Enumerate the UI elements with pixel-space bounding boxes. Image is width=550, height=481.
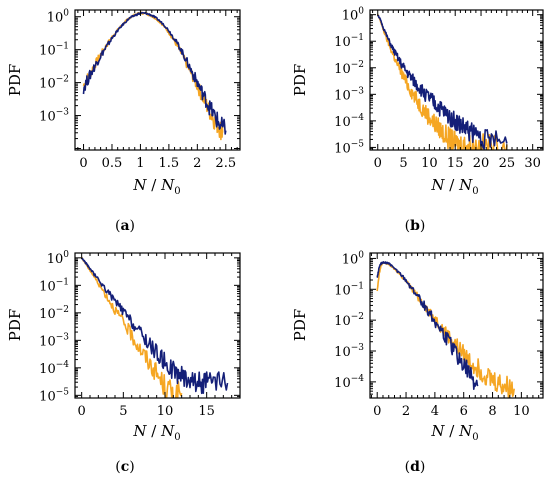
panel-caption: (b) xyxy=(405,218,426,234)
x-tick-label: 20 xyxy=(473,156,490,171)
x-axis-label: N / N0 xyxy=(132,422,180,443)
y-tick-label: 10−2 xyxy=(334,312,364,329)
x-tick-label: 15 xyxy=(198,404,215,419)
y-tick-label: 10−3 xyxy=(39,108,69,125)
series-line-c-1 xyxy=(80,256,183,398)
y-axis-label: PDF xyxy=(6,309,24,342)
x-tick-label: 25 xyxy=(499,156,516,171)
y-tick-label: 10−4 xyxy=(39,360,69,377)
y-tick-label: 10−4 xyxy=(334,374,364,391)
x-tick-label: 8 xyxy=(488,404,496,419)
plot-frame xyxy=(369,9,544,151)
x-tick-label: 0.5 xyxy=(102,156,123,171)
x-tick-label: 10 xyxy=(421,156,438,171)
series-line-c-2 xyxy=(80,257,229,395)
x-tick-label: 0 xyxy=(373,404,381,419)
panel-caption: (a) xyxy=(115,218,135,234)
series-line-b-1 xyxy=(376,14,508,150)
y-tick-label: 10−5 xyxy=(39,387,69,404)
plot-frame xyxy=(74,9,241,151)
x-tick-label: 0 xyxy=(374,156,382,171)
y-tick-label: 10−3 xyxy=(39,332,69,349)
y-axis-label: PDF xyxy=(6,64,24,97)
series-line-a-1 xyxy=(82,11,224,141)
x-tick-label: 1.5 xyxy=(159,156,180,171)
x-tick-label: 30 xyxy=(524,156,541,171)
panel-caption: (d) xyxy=(405,459,426,475)
y-tick-label: 10−2 xyxy=(39,305,69,322)
x-tick-label: 4 xyxy=(431,404,439,419)
x-axis-label: N / N0 xyxy=(430,422,478,443)
y-tick-label: 10−1 xyxy=(39,277,69,294)
y-tick-label: 10−5 xyxy=(334,139,364,156)
y-axis-label: PDF xyxy=(291,309,309,342)
y-tick-label: 10−3 xyxy=(334,86,364,103)
panel-caption: (c) xyxy=(115,459,134,475)
y-tick-label: 10−1 xyxy=(334,281,364,298)
plot-frame xyxy=(74,252,241,399)
y-tick-label: 10−2 xyxy=(39,75,69,92)
y-tick-label: 100 xyxy=(342,7,365,24)
series-line-b-2 xyxy=(377,14,508,150)
x-tick-label: 0 xyxy=(78,404,86,419)
x-tick-label: 2 xyxy=(402,404,410,419)
series-line-d-2 xyxy=(376,260,479,391)
x-tick-label: 1 xyxy=(136,156,144,171)
x-tick-label: 6 xyxy=(460,404,468,419)
x-tick-label: 5 xyxy=(399,156,407,171)
y-tick-label: 100 xyxy=(342,250,365,267)
panel-c: 0 5 10 15 10−5 10−4 10−3 10−2 10−1 100 N / N0 PDF (c… xyxy=(6,250,241,475)
y-tick-label: 100 xyxy=(47,9,70,26)
y-tick-label: 10−1 xyxy=(334,33,364,50)
x-axis-label: N / N0 xyxy=(132,176,180,197)
x-tick-label: 10 xyxy=(157,404,174,419)
panel-d: 0 2 4 6 8 10 10−4 10−3 10−2 10−1 100 N / N0 PDF (d) xyxy=(291,250,544,475)
y-tick-label: 10−3 xyxy=(334,343,364,360)
plot-frame xyxy=(369,252,544,399)
y-axis-label: PDF xyxy=(291,64,309,97)
y-tick-label: 100 xyxy=(47,250,70,267)
y-tick-label: 10−4 xyxy=(334,113,364,130)
panel-a: 0 0.5 1 1.5 2 2.5 10−3 10−2 10−1 100 N / N0 PDF (a) xyxy=(6,9,241,234)
panel-b: 0 5 10 15 20 25 30 10−5 10−4 10−3 10−2 10−1 100 N / N… xyxy=(291,7,544,234)
y-tick-label: 10−1 xyxy=(39,42,69,59)
series-line-d-1 xyxy=(376,261,515,398)
x-tick-label: 0 xyxy=(79,156,87,171)
x-axis-label: N / N0 xyxy=(430,176,478,197)
x-tick-label: 2.5 xyxy=(215,156,236,171)
series-line-a-2 xyxy=(82,11,227,135)
x-tick-label: 5 xyxy=(119,404,127,419)
y-tick-label: 10−2 xyxy=(334,60,364,77)
x-tick-label: 2 xyxy=(193,156,201,171)
x-tick-label: 15 xyxy=(447,156,464,171)
x-tick-label: 10 xyxy=(513,404,530,419)
